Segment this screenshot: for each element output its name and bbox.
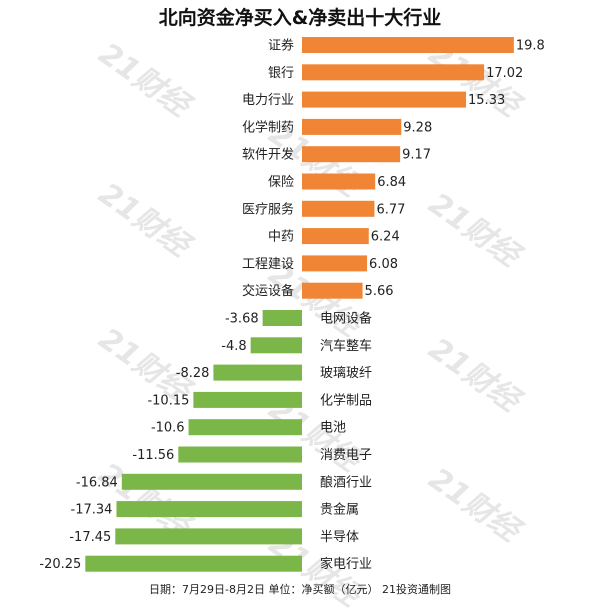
- bar-chart: 19.8 证券 17.02 银行 15.33 电力行业 9.28 化学制药 9.17 软件开发 6.…: [39, 37, 545, 572]
- data-label: -20.25: [39, 557, 81, 572]
- category-label: 医疗服务: [242, 201, 294, 217]
- bar: [302, 228, 369, 245]
- data-label: 19.8: [516, 39, 545, 54]
- category-label: 贵金属: [320, 502, 359, 518]
- bar: [250, 337, 302, 354]
- data-label: -8.28: [176, 366, 210, 381]
- bar: [262, 310, 302, 326]
- data-label: 6.08: [369, 257, 398, 272]
- footer-note: 日期：7月29日-8月2日 单位：净买额（亿元） 21投资通制图: [149, 583, 451, 596]
- data-label: 5.66: [365, 284, 394, 299]
- data-label: -17.45: [69, 530, 111, 545]
- bar: [302, 173, 376, 190]
- bar: [85, 555, 302, 572]
- data-label: 6.77: [376, 202, 405, 217]
- data-label: 17.02: [486, 66, 523, 81]
- data-label: -11.56: [132, 448, 174, 463]
- bar: [302, 91, 467, 108]
- category-label: 中药: [268, 230, 294, 245]
- data-label: 6.84: [377, 175, 406, 190]
- bar: [302, 200, 375, 217]
- category-label: 交运设备: [242, 283, 294, 299]
- category-label: 家电行业: [320, 556, 372, 572]
- category-label: 保险: [268, 175, 294, 190]
- data-label: -16.84: [76, 475, 118, 490]
- data-label: -3.68: [225, 312, 259, 327]
- category-label: 软件开发: [242, 147, 294, 163]
- bar: [302, 64, 485, 81]
- data-label: -17.34: [71, 503, 113, 518]
- data-label: -10.15: [147, 393, 189, 408]
- category-label: 电网设备: [320, 311, 372, 327]
- category-label: 汽车整车: [320, 338, 372, 354]
- data-label: -4.8: [221, 339, 246, 354]
- bar: [121, 473, 302, 490]
- category-label: 消费电子: [320, 448, 372, 463]
- data-label: 15.33: [468, 93, 505, 108]
- category-label: 化学制药: [242, 119, 294, 135]
- bar: [302, 118, 402, 135]
- bar: [302, 37, 514, 53]
- data-label: 9.17: [402, 148, 431, 163]
- category-label: 电池: [320, 421, 346, 436]
- category-label: 化学制品: [320, 392, 372, 408]
- data-label: 6.24: [371, 230, 400, 245]
- category-label: 银行: [268, 66, 294, 81]
- category-label: 证券: [268, 38, 294, 54]
- bar: [213, 364, 302, 381]
- bar: [178, 446, 302, 463]
- category-label: 酿酒行业: [320, 474, 372, 490]
- bar: [302, 255, 368, 272]
- category-label: 玻璃玻纤: [320, 366, 372, 381]
- category-label: 半导体: [320, 530, 359, 545]
- data-label: -10.6: [151, 421, 185, 436]
- bar: [193, 391, 302, 408]
- chart-title: 北向资金净买入&净卖出十大行业: [158, 7, 442, 29]
- data-label: 9.28: [403, 120, 432, 135]
- bar: [115, 528, 302, 545]
- bar: [116, 501, 302, 518]
- category-label: 电力行业: [242, 93, 294, 108]
- bar: [302, 282, 363, 299]
- bar: [302, 146, 401, 163]
- category-label: 工程建设: [242, 257, 294, 272]
- bar: [188, 419, 302, 436]
